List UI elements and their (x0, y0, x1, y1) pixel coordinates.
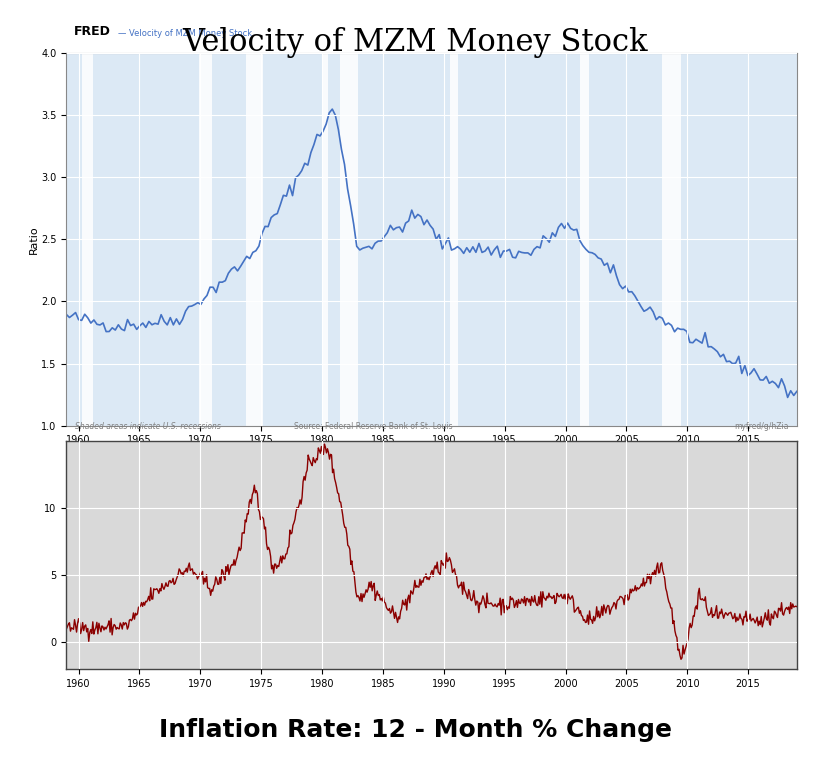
Bar (199, 53, 212, 426)
Text: Inflation Rate: 12 - Month % Change: Inflation Rate: 12 - Month % Change (159, 718, 671, 743)
Bar (662, 53, 681, 426)
Text: myfred/g/hZia: myfred/g/hZia (734, 423, 788, 432)
Text: Source: Federal Reserve Bank of St. Louis: Source: Federal Reserve Bank of St. Loui… (294, 423, 453, 432)
Y-axis label: Ratio: Ratio (28, 225, 38, 254)
Bar (246, 53, 263, 426)
Text: — Velocity of MZM Money Stock: — Velocity of MZM Money Stock (118, 30, 251, 38)
Text: FRED: FRED (74, 25, 110, 38)
Bar (322, 53, 328, 426)
Bar (81, 53, 93, 426)
Bar (340, 53, 358, 426)
Bar (579, 53, 588, 426)
Bar (450, 53, 458, 426)
Text: Shaded areas indicate U.S. recessions: Shaded areas indicate U.S. recessions (75, 423, 221, 432)
Text: Velocity of MZM Money Stock: Velocity of MZM Money Stock (183, 27, 647, 58)
